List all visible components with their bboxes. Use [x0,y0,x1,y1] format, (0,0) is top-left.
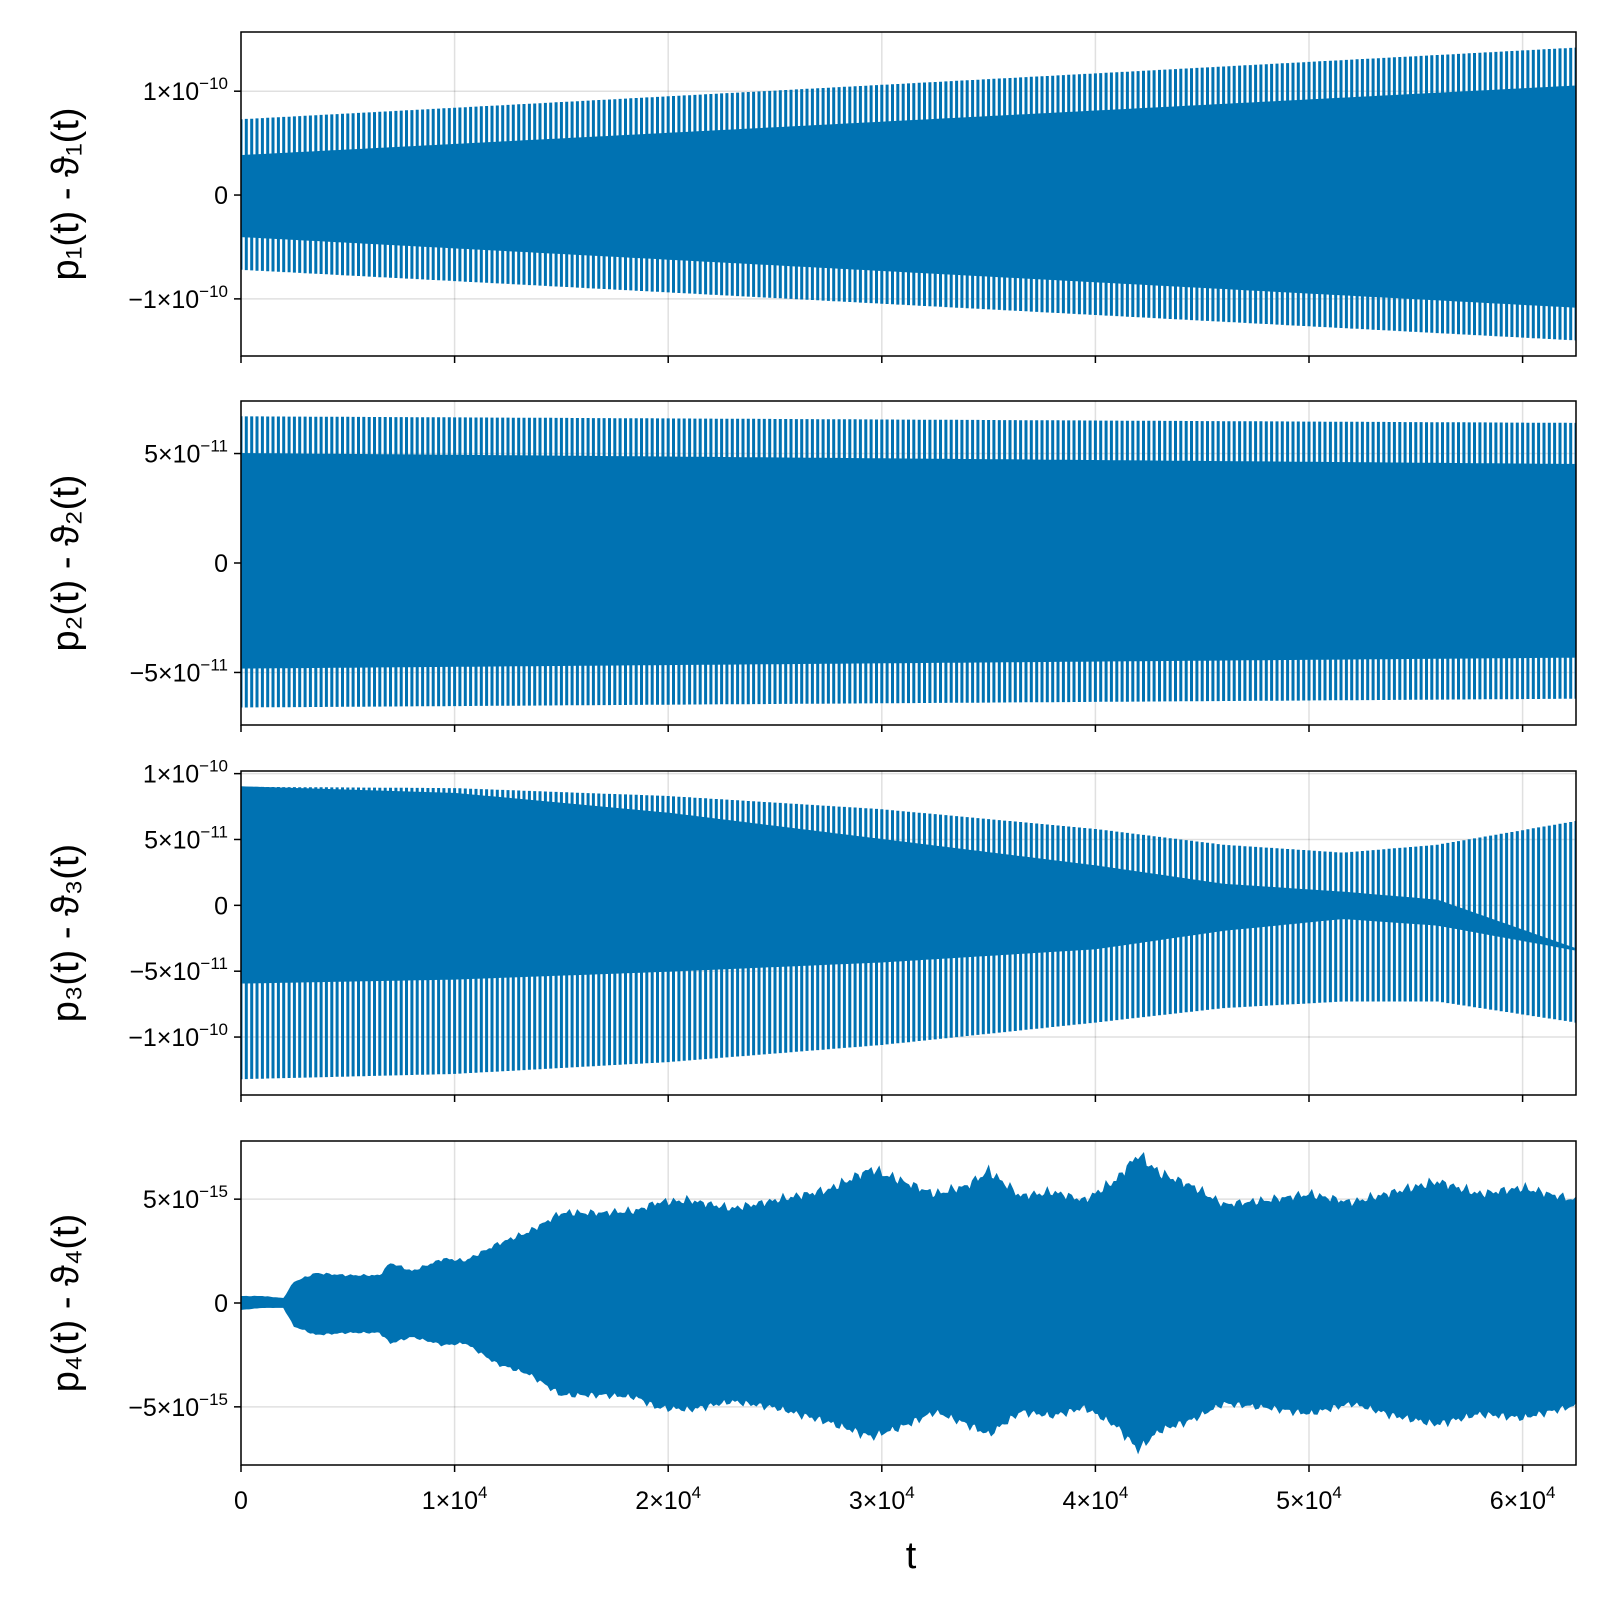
y-tick-label: −1×10−10 [128,1020,228,1052]
y-tick-label: 1×10−10 [143,757,228,789]
y-axis-label: p₃(t) - ϑ₃(t) [45,844,87,1022]
x-axis-label: t [906,1535,917,1577]
panel-2: 5×10−11 0 −5×10−11 p₂(t) - ϑ₂(t) [45,400,1577,732]
y-tick-label: −5×10−11 [130,655,229,687]
y-tick-label: 0 [214,550,228,578]
axes-frame [240,31,1577,357]
oscillation-band [241,786,1576,984]
panel-1: 1×10−10 0 −1×10−10 p₁(t) - ϑ₁(t) [45,31,1577,363]
y-tick-label: 0 [214,892,228,920]
y-tick-label: 1×10−10 [143,74,228,106]
y-axis-label: p₂(t) - ϑ₂(t) [45,475,87,652]
y-tick-label: 0 [214,182,228,210]
y-tick-label: −5×10−15 [128,1390,228,1422]
series-2 [241,416,1576,708]
x-tick-label: 3×104 [849,1483,915,1515]
series-3 [241,786,1576,1080]
x-tick-label: 1×104 [422,1483,488,1515]
y-tick-label: 5×10−11 [144,437,228,469]
x-tick-label: 4×104 [1063,1483,1129,1515]
y-axis-label: p₄(t) - ϑ₄(t) [45,1214,87,1392]
x-tick-label: 5×104 [1276,1483,1342,1515]
panels: 1×10−10 0 −1×10−10 p₁(t) - ϑ₁(t) 5×10−11 0 −5×… [45,31,1577,1472]
x-tick-label: 6×104 [1490,1483,1556,1515]
series-4 [241,1152,1576,1455]
y-tick-label: −5×10−11 [130,954,229,986]
x-axis-ticklabels: 0 1×104 2×104 3×104 4×104 5×104 6×104 [234,1483,1555,1515]
axes-frame [240,770,1577,1096]
x-tick-label: 2×104 [635,1483,701,1515]
x-tick-label: 0 [234,1487,248,1515]
y-tick-label: 5×10−11 [144,822,228,854]
panel-4: 5×10−15 0 −5×10−15 p₄(t) - ϑ₄(t) [45,1140,1577,1472]
y-axis-label: p₁(t) - ϑ₁(t) [45,107,87,280]
oscillation-band [241,85,1576,308]
oscillation-band [241,1152,1576,1455]
y-tick-label: −1×10−10 [128,282,228,314]
y-tick-label: 0 [214,1290,228,1318]
panel-3: 1×10−10 5×10−11 0 −5×10−11 −1×10−10 p₃(t) - ϑ… [45,757,1577,1102]
series-1 [241,47,1576,341]
oscillation-band [241,452,1576,669]
y-tick-label: 5×10−15 [143,1182,228,1214]
